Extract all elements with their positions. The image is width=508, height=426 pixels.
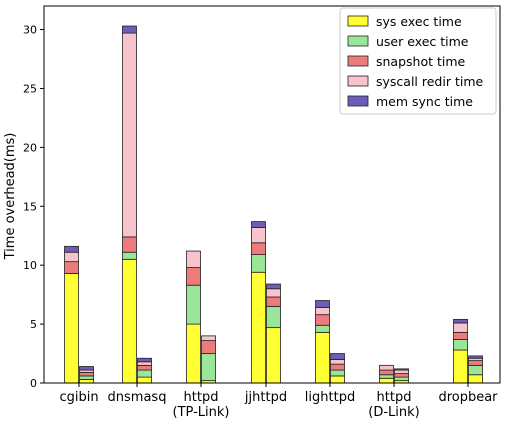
bar-segment-g5-b0-s2 [379,369,394,376]
legend-swatch [347,15,369,27]
bar-segment-g0-b1-s2 [79,371,94,377]
legend-entry-label: user exec time [376,34,469,49]
bar-segment-g4-b0-s2 [315,314,330,326]
bar-segment-g5-b1-s1 [394,376,409,382]
bar-segment-g1-b1-s4 [137,357,152,363]
bar-segment-g5-b0-s1 [379,374,394,379]
legend: sys exec time user exec time snapshot time… [339,7,497,115]
bar-segment-g2-b0-s2 [186,267,201,286]
bar-segment-g4-b1-s2 [330,363,345,371]
bar-segment-g4-b1-s1 [330,369,345,377]
legend-swatch [347,75,369,87]
x-tick-label: (TP-Link) [173,405,230,420]
bar-segment-g4-b1-s3 [330,359,345,365]
bar-segment-g0-b0-s2 [64,261,79,274]
bar-segment-g1-b1-s1 [137,369,152,378]
bar-segment-g5-b0-s0 [379,377,394,384]
bar-segment-g3-b1-s3 [266,288,281,298]
bar-segment-g4-b1-s0 [330,375,345,384]
bar-segment-g5-b1-s3 [394,369,409,374]
bar-segment-g6-b0-s1 [453,339,468,351]
bar-segment-g5-b1-s4 [394,368,409,371]
y-axis-title: Time overhead(ms) [3,133,18,261]
bar-segment-g0-b1-s4 [79,366,94,371]
y-tick-label: 15 [23,200,37,213]
bar-segment-g6-b0-s4 [453,318,468,324]
bar-segment-g4-b0-s1 [315,324,330,333]
bar-segment-g3-b0-s3 [251,227,266,244]
legend-entry-label: mem sync time [376,94,473,109]
bar-segment-g1-b0-s4 [122,25,137,34]
bar-segment-g3-b0-s4 [251,221,266,228]
bar-segment-g2-b1-s2 [201,340,216,354]
y-tick-label: 25 [23,82,37,95]
bar-segment-g0-b1-s0 [79,379,94,384]
bar-segment-g1-b0-s1 [122,251,137,260]
bar-segment-g2-b0-s3 [186,250,201,268]
bar-segment-g4-b0-s3 [315,307,330,316]
x-tick-label: jjhttpd [244,390,287,405]
bars-layer [64,25,483,384]
bar-segment-g0-b0-s0 [64,273,79,384]
y-tick-label: 5 [30,318,37,331]
bar-segment-g5-b1-s2 [394,373,409,378]
bar-segment-g0-b1-s1 [79,375,94,380]
legend-swatch [347,55,369,67]
bar-segment-g4-b0-s0 [315,331,330,384]
legend-entry-label: snapshot time [376,54,466,69]
bar-segment-g6-b1-s4 [468,355,483,359]
bar-segment-g3-b0-s0 [251,271,266,384]
x-tick-label: httpd [184,390,219,405]
bar-segment-g6-b1-s0 [468,374,483,384]
legend-entry-label: sys exec time [376,14,462,29]
y-tick-label: 30 [23,24,37,37]
bar-segment-g3-b1-s2 [266,296,281,307]
bar-segment-g5-b0-s3 [379,364,394,371]
x-tick-label: dropbear [438,390,498,405]
x-tick-label: lighttpd [305,390,355,405]
bar-segment-g3-b0-s2 [251,242,266,255]
plot-frame [43,5,501,384]
bar-segment-g1-b1-s2 [137,364,152,371]
bar-segment-g4-b1-s4 [330,353,345,360]
bar-segment-g2-b0-s1 [186,284,201,325]
bar-segment-g2-b1-s1 [201,353,216,382]
bar-segment-g1-b0-s3 [122,32,137,238]
bar-segment-g6-b1-s2 [468,360,483,366]
x-tick-label: httpd [377,390,412,405]
y-tick-label: 0 [30,377,37,390]
y-tick-label: 10 [23,259,37,272]
x-tick-label: (D-Link) [368,405,419,420]
bar-segment-g6-b0-s0 [453,349,468,384]
bar-segment-g3-b1-s4 [266,283,281,290]
x-tick-label: cgibin [59,390,98,405]
bar-segment-g1-b0-s2 [122,236,137,253]
x-tick-label: dnsmasq [108,390,167,405]
bar-segment-g6-b0-s3 [453,322,468,333]
bar-segment-g6-b0-s2 [453,331,468,340]
bar-segment-g1-b1-s3 [137,361,152,366]
bar-segment-g0-b0-s3 [64,251,79,263]
bar-segment-g6-b1-s1 [468,364,483,376]
bar-segment-g3-b1-s0 [266,327,281,384]
bar-segment-g4-b0-s4 [315,300,330,308]
bar-segment-g0-b0-s4 [64,245,79,253]
bar-segment-g3-b1-s1 [266,306,281,329]
bar-segment-g2-b0-s0 [186,323,201,384]
legend-box [339,7,497,115]
legend-swatch [347,35,369,47]
legend-entry-label: syscall redir time [376,74,483,89]
y-tick-label: 20 [23,141,37,154]
bar-segment-g3-b0-s1 [251,254,266,273]
bar-segment-g2-b1-s3 [201,335,216,341]
bar-segment-g1-b1-s0 [137,376,152,384]
bar-segment-g1-b0-s0 [122,258,137,384]
legend-swatch [347,95,369,107]
